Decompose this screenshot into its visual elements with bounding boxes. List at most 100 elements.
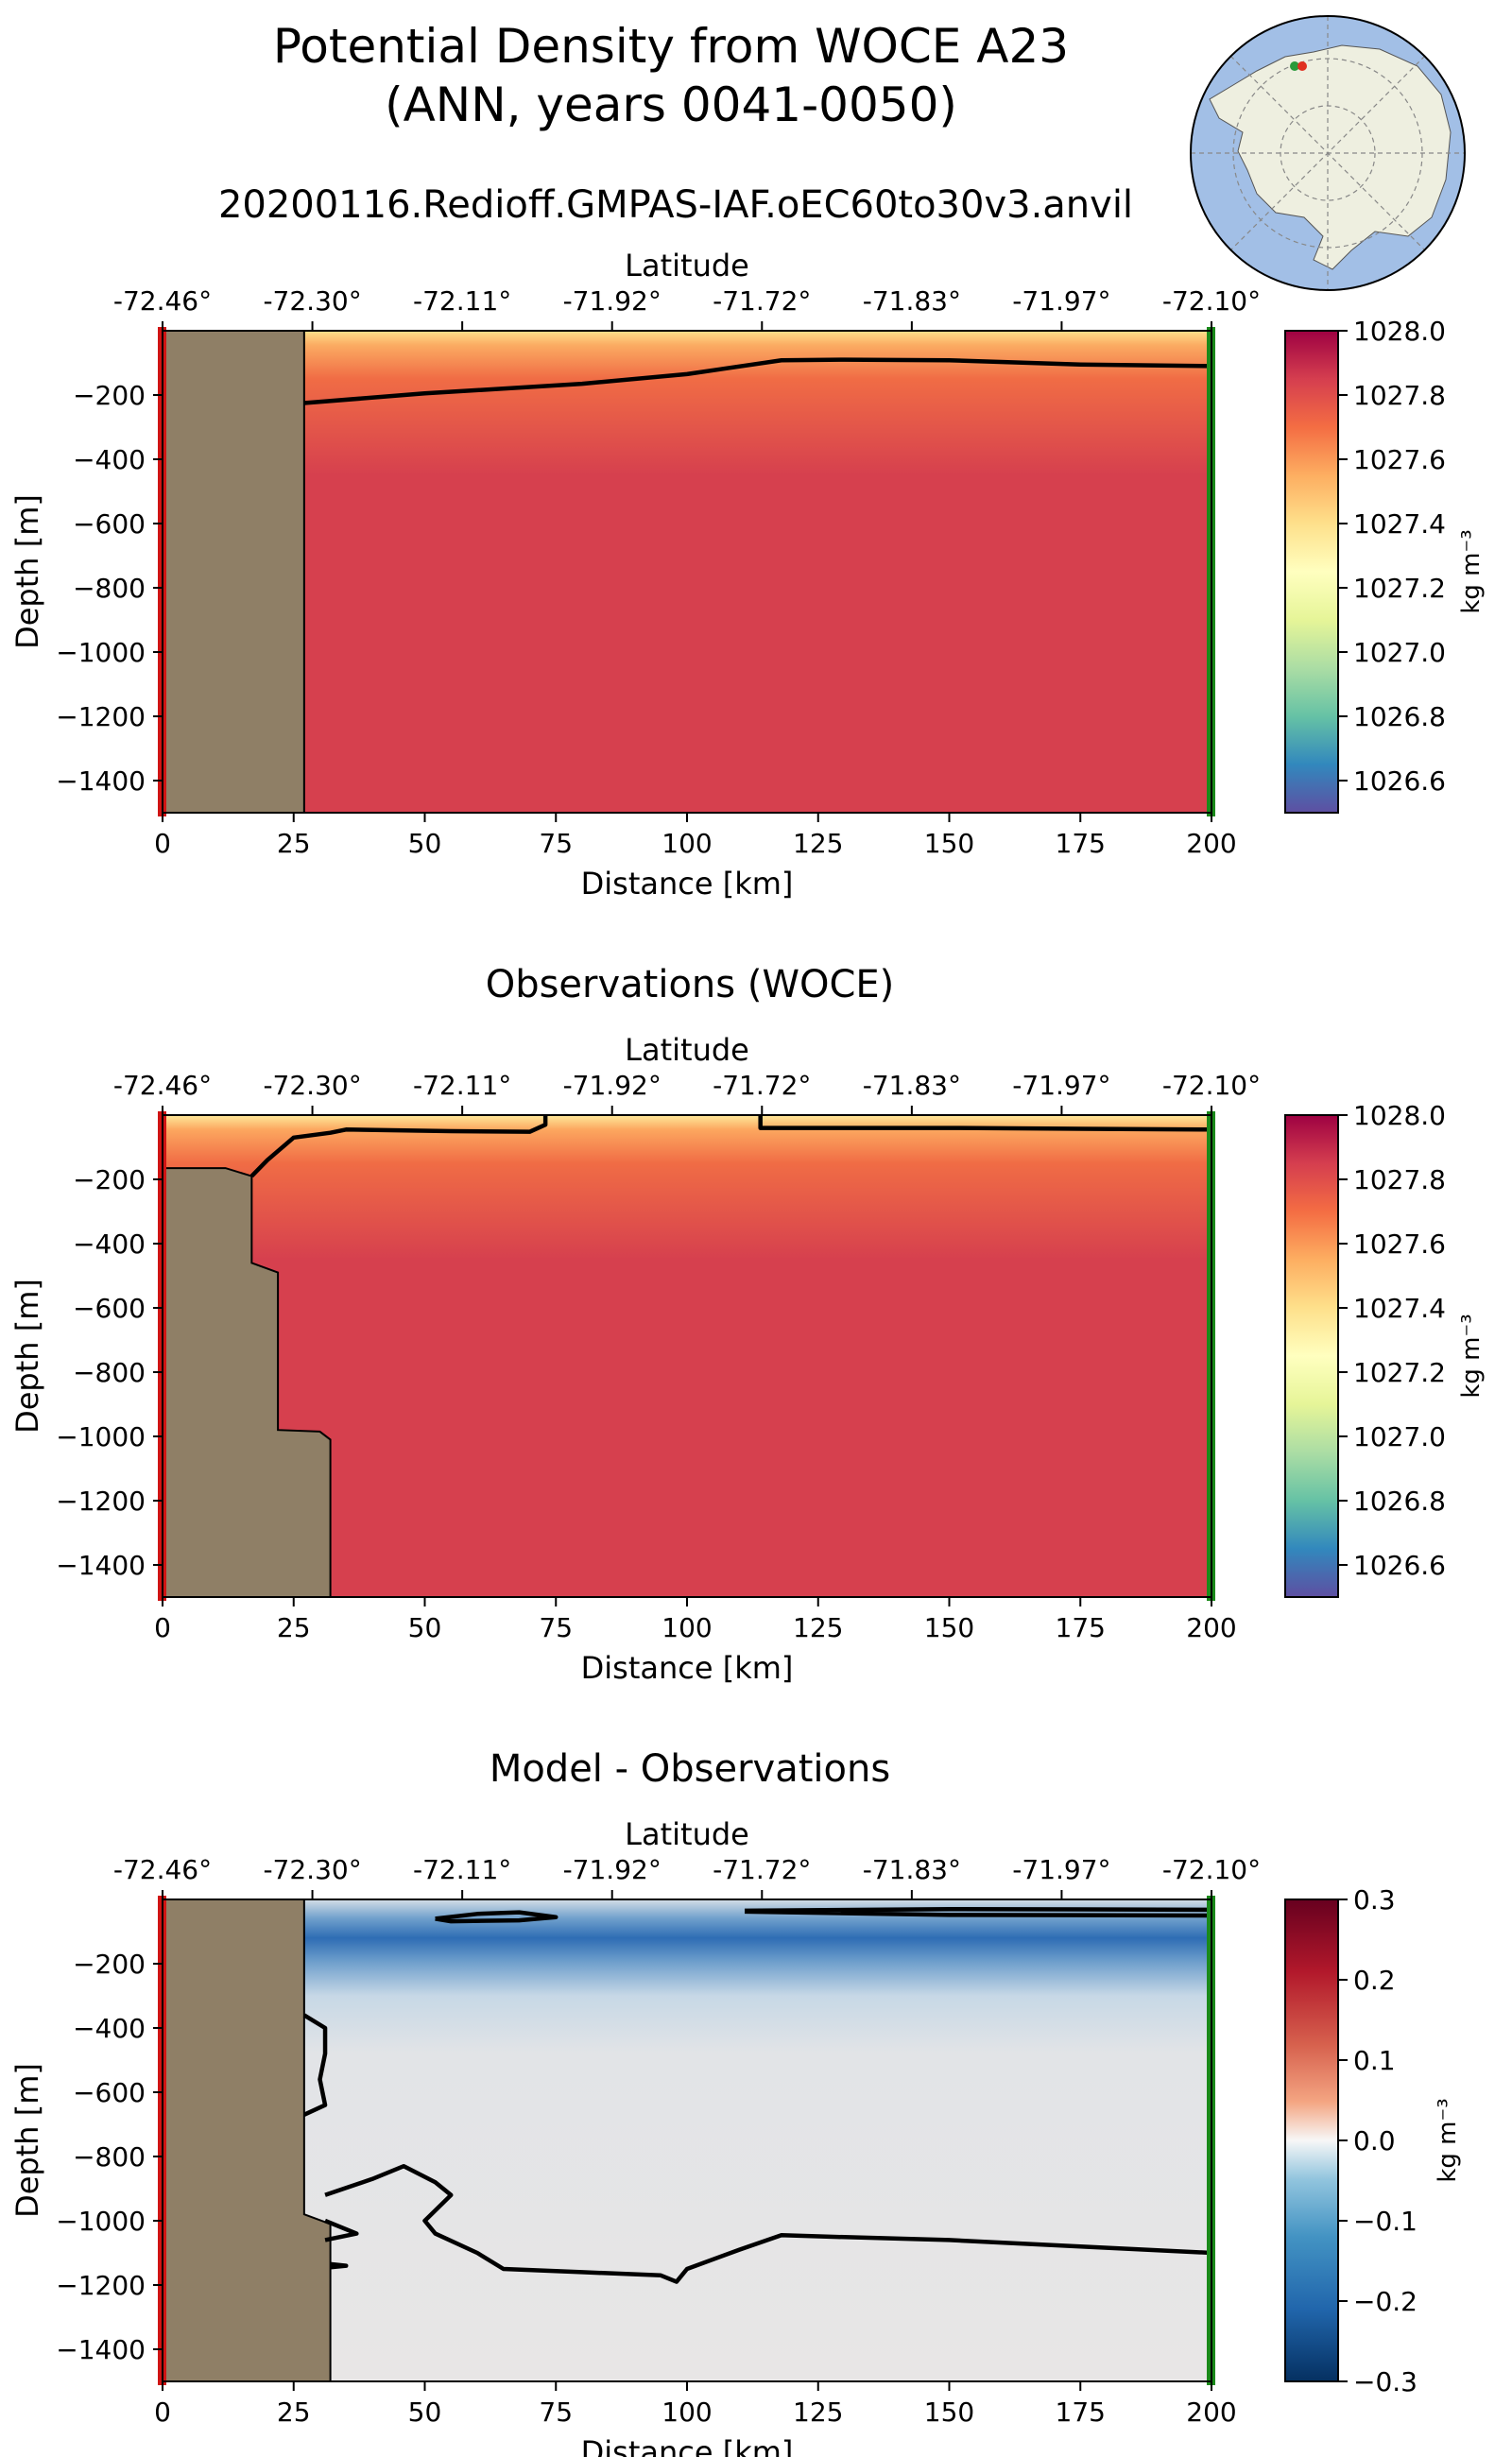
panel-1: 0 25 50 75 100 125 150 175 200 Distance [km] −200 −…: [9, 248, 1486, 902]
x-tick-label: 50: [408, 2397, 442, 2428]
x-tick-label: 75: [539, 828, 573, 859]
field-heatmap: [163, 331, 1211, 813]
top-tick-label: -71.92°: [563, 285, 662, 317]
colorbar-tick-label: 0.3: [1353, 1884, 1396, 1916]
colorbar-tick-label: 1026.8: [1353, 1486, 1446, 1517]
top-tick-label: -71.97°: [1012, 285, 1110, 317]
x-axis-label: Distance [km]: [581, 2434, 794, 2457]
x-tick-label: 200: [1186, 828, 1236, 859]
top-tick-label: -71.83°: [863, 1854, 961, 1885]
section-end-marker: [1297, 61, 1307, 71]
x-tick-label: 100: [662, 828, 712, 859]
x-tick-label: 25: [277, 1612, 311, 1643]
y-axis-label: Depth [m]: [9, 2063, 45, 2218]
top-tick-label: -71.83°: [863, 1070, 961, 1101]
x-tick-label: 150: [924, 1612, 974, 1643]
y-tick-label: −800: [73, 2141, 146, 2173]
y-tick-label: −400: [73, 2013, 146, 2044]
y-tick-label: −600: [73, 508, 146, 540]
colorbar-tick-label: 1026.6: [1353, 1550, 1446, 1581]
colorbar: 1028.0 1027.8 1027.6 1027.4 1027.2 1027.0 1026…: [1284, 316, 1486, 814]
y-tick-label: −1400: [56, 2334, 146, 2365]
x-tick-label: 125: [793, 2397, 843, 2428]
x-tick-label: 175: [1056, 1612, 1106, 1643]
x-tick-label: 125: [793, 828, 843, 859]
top-tick-label: -71.72°: [713, 285, 811, 317]
x-tick-label: 125: [793, 1612, 843, 1643]
top-tick-label: -72.10°: [1162, 285, 1261, 317]
panel-2: Observations (WOCE) 0 25 50 75 100 125 150 175 20…: [9, 963, 1486, 1686]
top-tick-label: -72.30°: [263, 1070, 361, 1101]
colorbar-tick-label: −0.2: [1353, 2286, 1418, 2317]
y-tick-label: −1000: [56, 637, 146, 668]
colorbar-tick-label: 1027.0: [1353, 1421, 1446, 1452]
top-tick-label: -71.97°: [1012, 1070, 1110, 1101]
y-tick-label: −400: [73, 444, 146, 475]
top-tick-label: -72.46°: [113, 285, 212, 317]
contour-line-1: [435, 1910, 558, 1924]
x-axis-label: Distance [km]: [581, 866, 794, 902]
y-tick-label: −800: [73, 573, 146, 604]
x-tick-label: 200: [1186, 1612, 1236, 1643]
colorbar-gradient: [1284, 1899, 1339, 2382]
field-heatmap: [163, 1899, 1211, 2381]
figure-title-line2: (ANN, years 0041-0050): [385, 77, 957, 132]
colorbar-tick-label: 1028.0: [1353, 316, 1446, 347]
contour-line-2: [758, 1115, 1212, 1132]
x-tick-label: 150: [924, 828, 974, 859]
y-tick-label: −1200: [56, 1486, 146, 1517]
top-tick-label: -72.10°: [1162, 1854, 1261, 1885]
colorbar-tick-label: 1027.4: [1353, 1293, 1446, 1324]
top-tick-label: -71.72°: [713, 1854, 811, 1885]
colorbar-tick-label: 1028.0: [1353, 1100, 1446, 1131]
section-start-marker: [1290, 61, 1299, 71]
y-tick-label: −400: [73, 1228, 146, 1260]
field-heatmap: [163, 1115, 1211, 1597]
y-tick-label: −200: [73, 1164, 146, 1195]
colorbar-tick-label: −0.1: [1353, 2206, 1418, 2237]
colorbar-tick-label: 0.2: [1353, 1965, 1396, 1996]
y-tick-label: −600: [73, 1293, 146, 1324]
colorbar-gradient: [1284, 1114, 1339, 1598]
contour-line-3: [302, 2013, 328, 2117]
x-tick-label: 100: [662, 1612, 712, 1643]
x-tick-label: 0: [154, 2397, 171, 2428]
y-tick-label: −200: [73, 1949, 146, 1980]
x-tick-label: 100: [662, 2397, 712, 2428]
top-tick-label: -72.30°: [263, 285, 361, 317]
top-axis-label: Latitude: [625, 1032, 749, 1068]
y-tick-label: −600: [73, 2077, 146, 2108]
top-tick-label: -71.97°: [1012, 1854, 1110, 1885]
x-tick-label: 0: [154, 1612, 171, 1643]
top-axis-label: Latitude: [625, 248, 749, 284]
y-tick-label: −1400: [56, 1550, 146, 1581]
colorbar-label: kg m⁻³: [1434, 2098, 1462, 2182]
top-tick-label: -72.11°: [413, 285, 511, 317]
colorbar-tick-label: 1027.8: [1353, 1164, 1446, 1195]
colorbar-label: kg m⁻³: [1457, 529, 1486, 613]
x-tick-label: 75: [539, 2397, 573, 2428]
top-tick-label: -72.11°: [413, 1070, 511, 1101]
x-tick-label: 50: [408, 1612, 442, 1643]
panel-title: Model - Observations: [490, 1747, 890, 1791]
x-tick-label: 200: [1186, 2397, 1236, 2428]
colorbar-gradient: [1284, 330, 1339, 814]
colorbar-tick-label: −0.3: [1353, 2366, 1418, 2397]
x-axis-label: Distance [km]: [581, 1650, 794, 1686]
colorbar-tick-label: 0.0: [1353, 2125, 1396, 2156]
colorbar-tick-label: 0.1: [1353, 2045, 1396, 2076]
y-tick-label: −1000: [56, 1421, 146, 1452]
inset-map: [1190, 15, 1466, 291]
top-tick-label: -72.46°: [113, 1070, 212, 1101]
top-tick-label: -71.92°: [563, 1854, 662, 1885]
y-tick-label: −1200: [56, 2270, 146, 2301]
x-tick-label: 25: [277, 2397, 311, 2428]
colorbar-tick-label: 1027.6: [1353, 444, 1446, 475]
colorbar-tick-label: 1027.2: [1353, 573, 1446, 604]
y-axis-label: Depth [m]: [9, 1279, 45, 1434]
top-tick-label: -72.46°: [113, 1854, 212, 1885]
seafloor-land: [162, 330, 305, 814]
top-tick-label: -71.92°: [563, 1070, 662, 1101]
y-tick-label: −1000: [56, 2206, 146, 2237]
colorbar-tick-label: 1026.8: [1353, 701, 1446, 732]
